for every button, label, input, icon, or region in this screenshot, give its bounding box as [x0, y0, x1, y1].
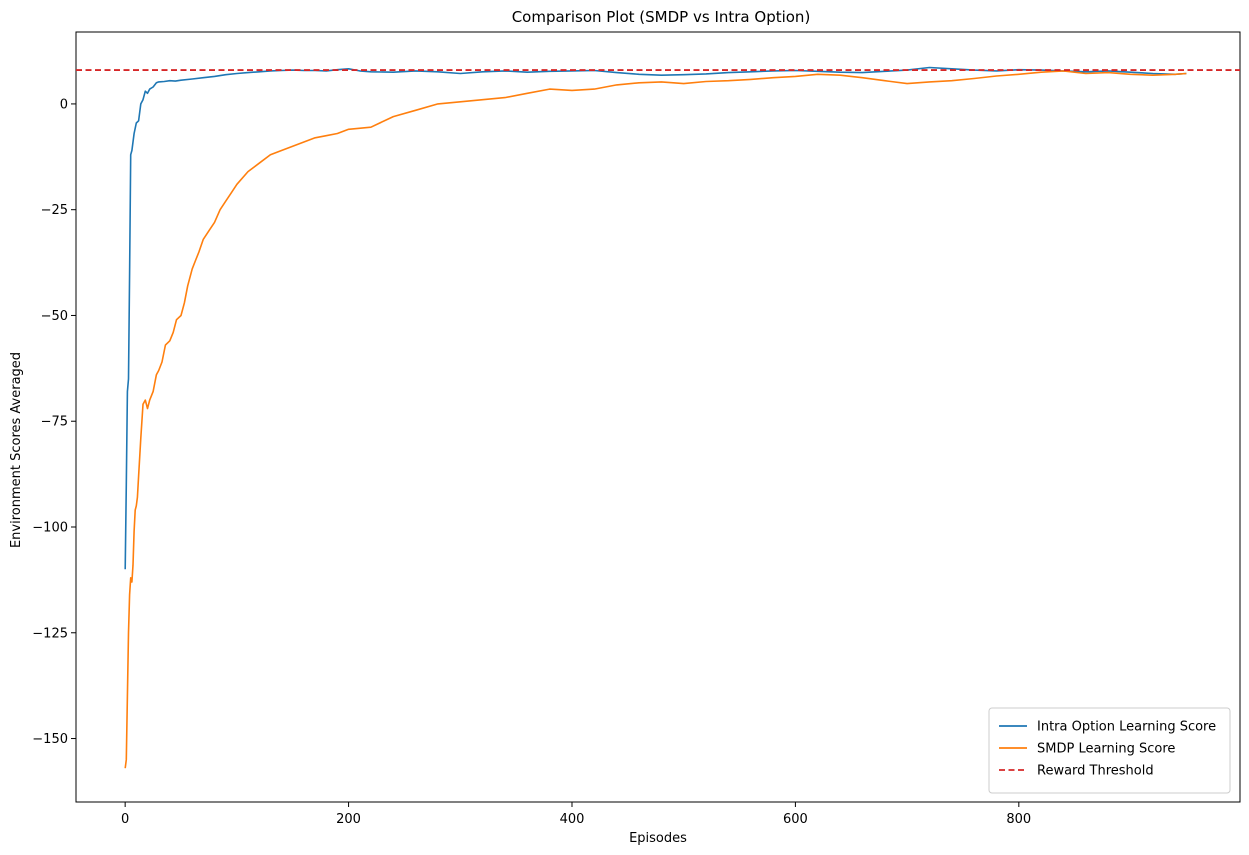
- y-tick-label: −100: [32, 521, 68, 536]
- x-tick-label: 800: [1006, 812, 1031, 827]
- y-tick-label: −125: [32, 626, 68, 641]
- smdp-learning-score-line: [124, 70, 1187, 769]
- y-tick-label: −150: [32, 732, 68, 747]
- legend-label-intra-option-learning-score: Intra Option Learning Score: [1037, 720, 1216, 735]
- x-tick-label: 0: [121, 812, 129, 827]
- legend: Intra Option Learning Score SMDP Learning…: [988, 707, 1231, 794]
- y-tick-label: −75: [41, 415, 68, 430]
- y-tick-label: −25: [41, 203, 68, 218]
- x-tick-label: 200: [336, 812, 361, 827]
- y-axis-label: Environment Scores Averaged: [9, 352, 24, 548]
- y-tick-label: −50: [41, 309, 68, 324]
- chart-title: Comparison Plot (SMDP vs Intra Option): [512, 8, 811, 26]
- plot-frame: [75, 31, 1241, 803]
- y-tick-label: 0: [60, 97, 68, 112]
- legend-box: [988, 707, 1231, 794]
- x-tick-label: 400: [560, 812, 585, 827]
- x-axis-label: Episodes: [629, 831, 687, 846]
- legend-label-smdp-learning-score: SMDP Learning Score: [1037, 742, 1175, 757]
- plot-area: 0 200 400 600 800 −150 −125 −100 −75 −50 −25 0: [32, 31, 1241, 827]
- x-tick-label: 600: [783, 812, 808, 827]
- legend-label-reward-threshold: Reward Threshold: [1037, 764, 1154, 779]
- intra-option-learning-score-line: [124, 66, 1187, 570]
